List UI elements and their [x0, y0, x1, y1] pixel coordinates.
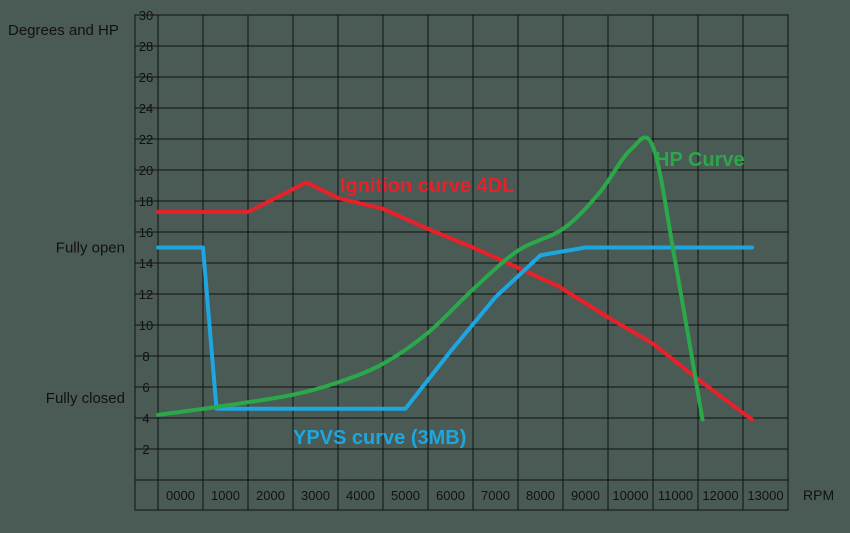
series-label: YPVS curve (3MB) — [293, 427, 466, 449]
y-tick-label: 10 — [139, 318, 153, 333]
y-tick-label: 4 — [142, 411, 149, 426]
x-tick-label: 7000 — [481, 488, 510, 503]
y-tick-label: 18 — [139, 194, 153, 209]
y-tick-label: 2 — [142, 442, 149, 457]
series-line-1 — [156, 245, 754, 411]
chart-series — [156, 135, 754, 422]
y-tick-label: 14 — [139, 256, 153, 271]
x-tick-label: 13000 — [747, 488, 783, 503]
side-label: Fully closed — [46, 390, 125, 407]
y-tick-label: 20 — [139, 163, 153, 178]
y-axis-label: Degrees and HP — [8, 22, 119, 39]
series-label: HP Curve — [655, 149, 745, 171]
x-tick-label: 12000 — [702, 488, 738, 503]
x-tick-label: 6000 — [436, 488, 465, 503]
series-line-2 — [156, 135, 705, 422]
x-tick-label: 1000 — [211, 488, 240, 503]
y-tick-label: 22 — [139, 132, 153, 147]
y-tick-label: 12 — [139, 287, 153, 302]
series-line-0 — [156, 180, 754, 422]
x-tick-label: 0000 — [166, 488, 195, 503]
x-tick-label: 11000 — [658, 488, 693, 503]
x-tick-label: 9000 — [571, 488, 600, 503]
y-tick-label: 30 — [139, 8, 153, 23]
series-label: Ignition curve 4DL — [340, 175, 514, 197]
x-tick-label: 2000 — [256, 488, 285, 503]
x-tick-label: 5000 — [391, 488, 420, 503]
x-axis-label: RPM — [803, 487, 834, 503]
y-tick-label: 16 — [139, 225, 153, 240]
y-tick-label: 26 — [139, 70, 153, 85]
x-tick-label: 3000 — [301, 488, 330, 503]
x-tick-label: 10000 — [612, 488, 648, 503]
x-tick-label: 4000 — [346, 488, 375, 503]
y-tick-label: 8 — [142, 349, 149, 364]
side-label: Fully open — [56, 240, 125, 257]
y-tick-label: 24 — [139, 101, 153, 116]
chart-grid — [134, 14, 789, 511]
x-tick-label: 8000 — [526, 488, 555, 503]
y-tick-label: 28 — [139, 39, 153, 54]
y-tick-label: 6 — [142, 380, 149, 395]
